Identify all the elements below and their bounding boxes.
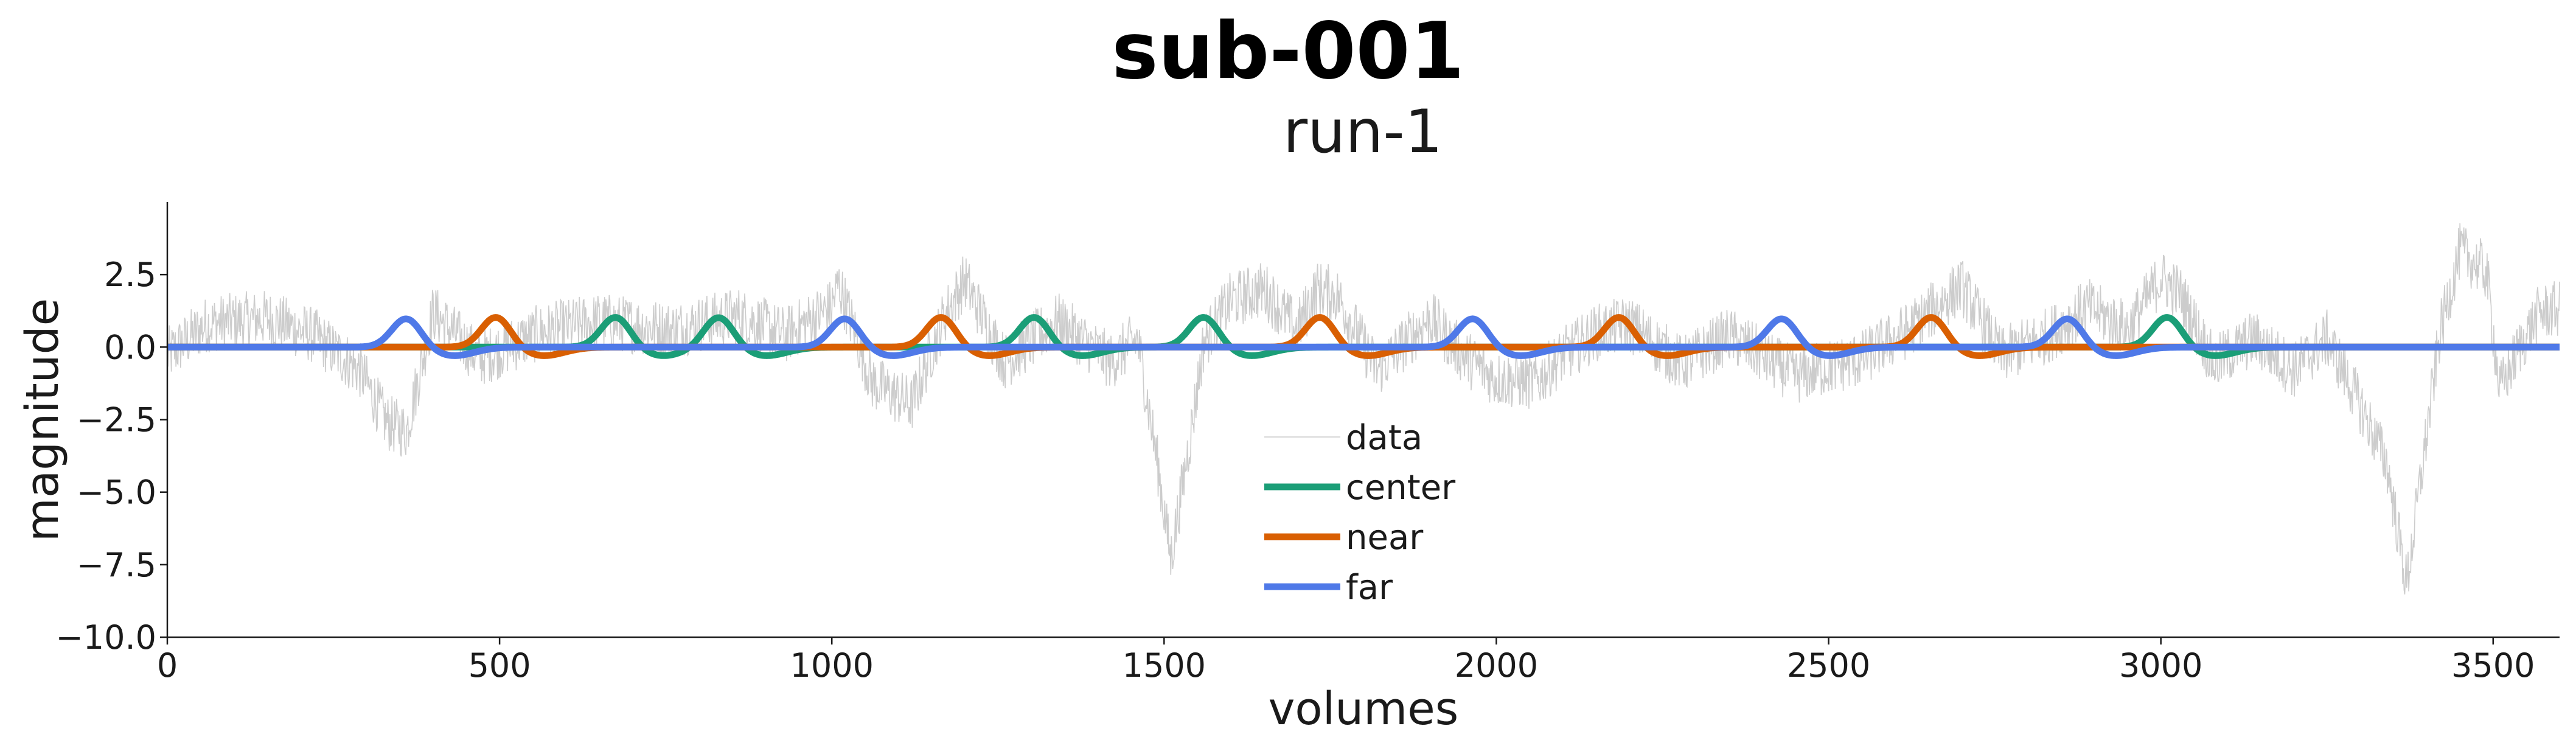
series-line-far bbox=[165, 315, 2562, 359]
y-tick-label: −10.0 bbox=[56, 618, 156, 657]
x-tick-label: 3500 bbox=[2451, 646, 2535, 685]
legend-label-center: center bbox=[1346, 468, 1456, 508]
chart-title: sub-001 bbox=[1112, 6, 1464, 97]
legend-label-far: far bbox=[1346, 568, 1393, 607]
x-tick-label: 0 bbox=[157, 646, 178, 685]
y-ticks: 2.5 0.0 −2.5 −5.0 −7.5 −10.0 bbox=[56, 256, 167, 657]
y-tick-label: −5.0 bbox=[77, 473, 156, 512]
x-tick-label: 1000 bbox=[790, 646, 874, 685]
x-axis-label: volumes bbox=[1269, 683, 1459, 735]
x-tick-label: 2000 bbox=[1455, 646, 1538, 685]
x-ticks: 0 500 1000 1500 2000 2500 3000 3500 bbox=[157, 637, 2535, 685]
legend-label-data: data bbox=[1346, 418, 1422, 458]
x-tick-label: 3000 bbox=[2119, 646, 2202, 685]
y-tick-label: 2.5 bbox=[104, 256, 156, 294]
x-tick-label: 2500 bbox=[1787, 646, 1870, 685]
y-tick-label: 0.0 bbox=[104, 328, 156, 366]
legend: data center near far bbox=[1264, 418, 1456, 607]
chart-subtitle: run-1 bbox=[1283, 97, 1443, 167]
y-axis-label: magnitude bbox=[16, 298, 69, 542]
series-line-data bbox=[167, 223, 2560, 595]
legend-label-near: near bbox=[1346, 518, 1424, 557]
plot-area bbox=[165, 223, 2562, 595]
x-tick-label: 500 bbox=[468, 646, 531, 685]
x-tick-label: 1500 bbox=[1123, 646, 1206, 685]
y-tick-label: −2.5 bbox=[77, 401, 156, 439]
y-tick-label: −7.5 bbox=[77, 546, 156, 584]
